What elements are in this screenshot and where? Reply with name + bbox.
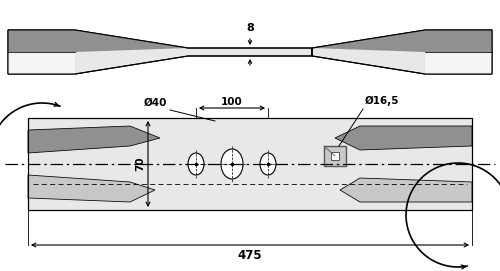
Text: Ø16,5: Ø16,5: [365, 96, 400, 106]
Polygon shape: [335, 126, 472, 150]
Polygon shape: [425, 52, 492, 74]
Polygon shape: [8, 52, 75, 74]
Polygon shape: [312, 30, 492, 52]
Ellipse shape: [188, 153, 204, 175]
Text: Ø40: Ø40: [144, 98, 167, 108]
Bar: [324, 146, 346, 166]
Text: 8: 8: [246, 23, 254, 33]
Text: 70: 70: [135, 157, 145, 171]
Ellipse shape: [221, 149, 243, 179]
Bar: [28, 118, 472, 210]
Bar: [28, 118, 472, 210]
Polygon shape: [340, 178, 472, 202]
Bar: [331, 152, 339, 160]
Text: 100: 100: [221, 97, 243, 107]
Polygon shape: [312, 30, 492, 74]
Ellipse shape: [260, 153, 276, 175]
Polygon shape: [28, 126, 160, 153]
Polygon shape: [8, 30, 312, 74]
Polygon shape: [28, 175, 155, 202]
Text: 475: 475: [238, 249, 262, 262]
Polygon shape: [8, 30, 188, 52]
